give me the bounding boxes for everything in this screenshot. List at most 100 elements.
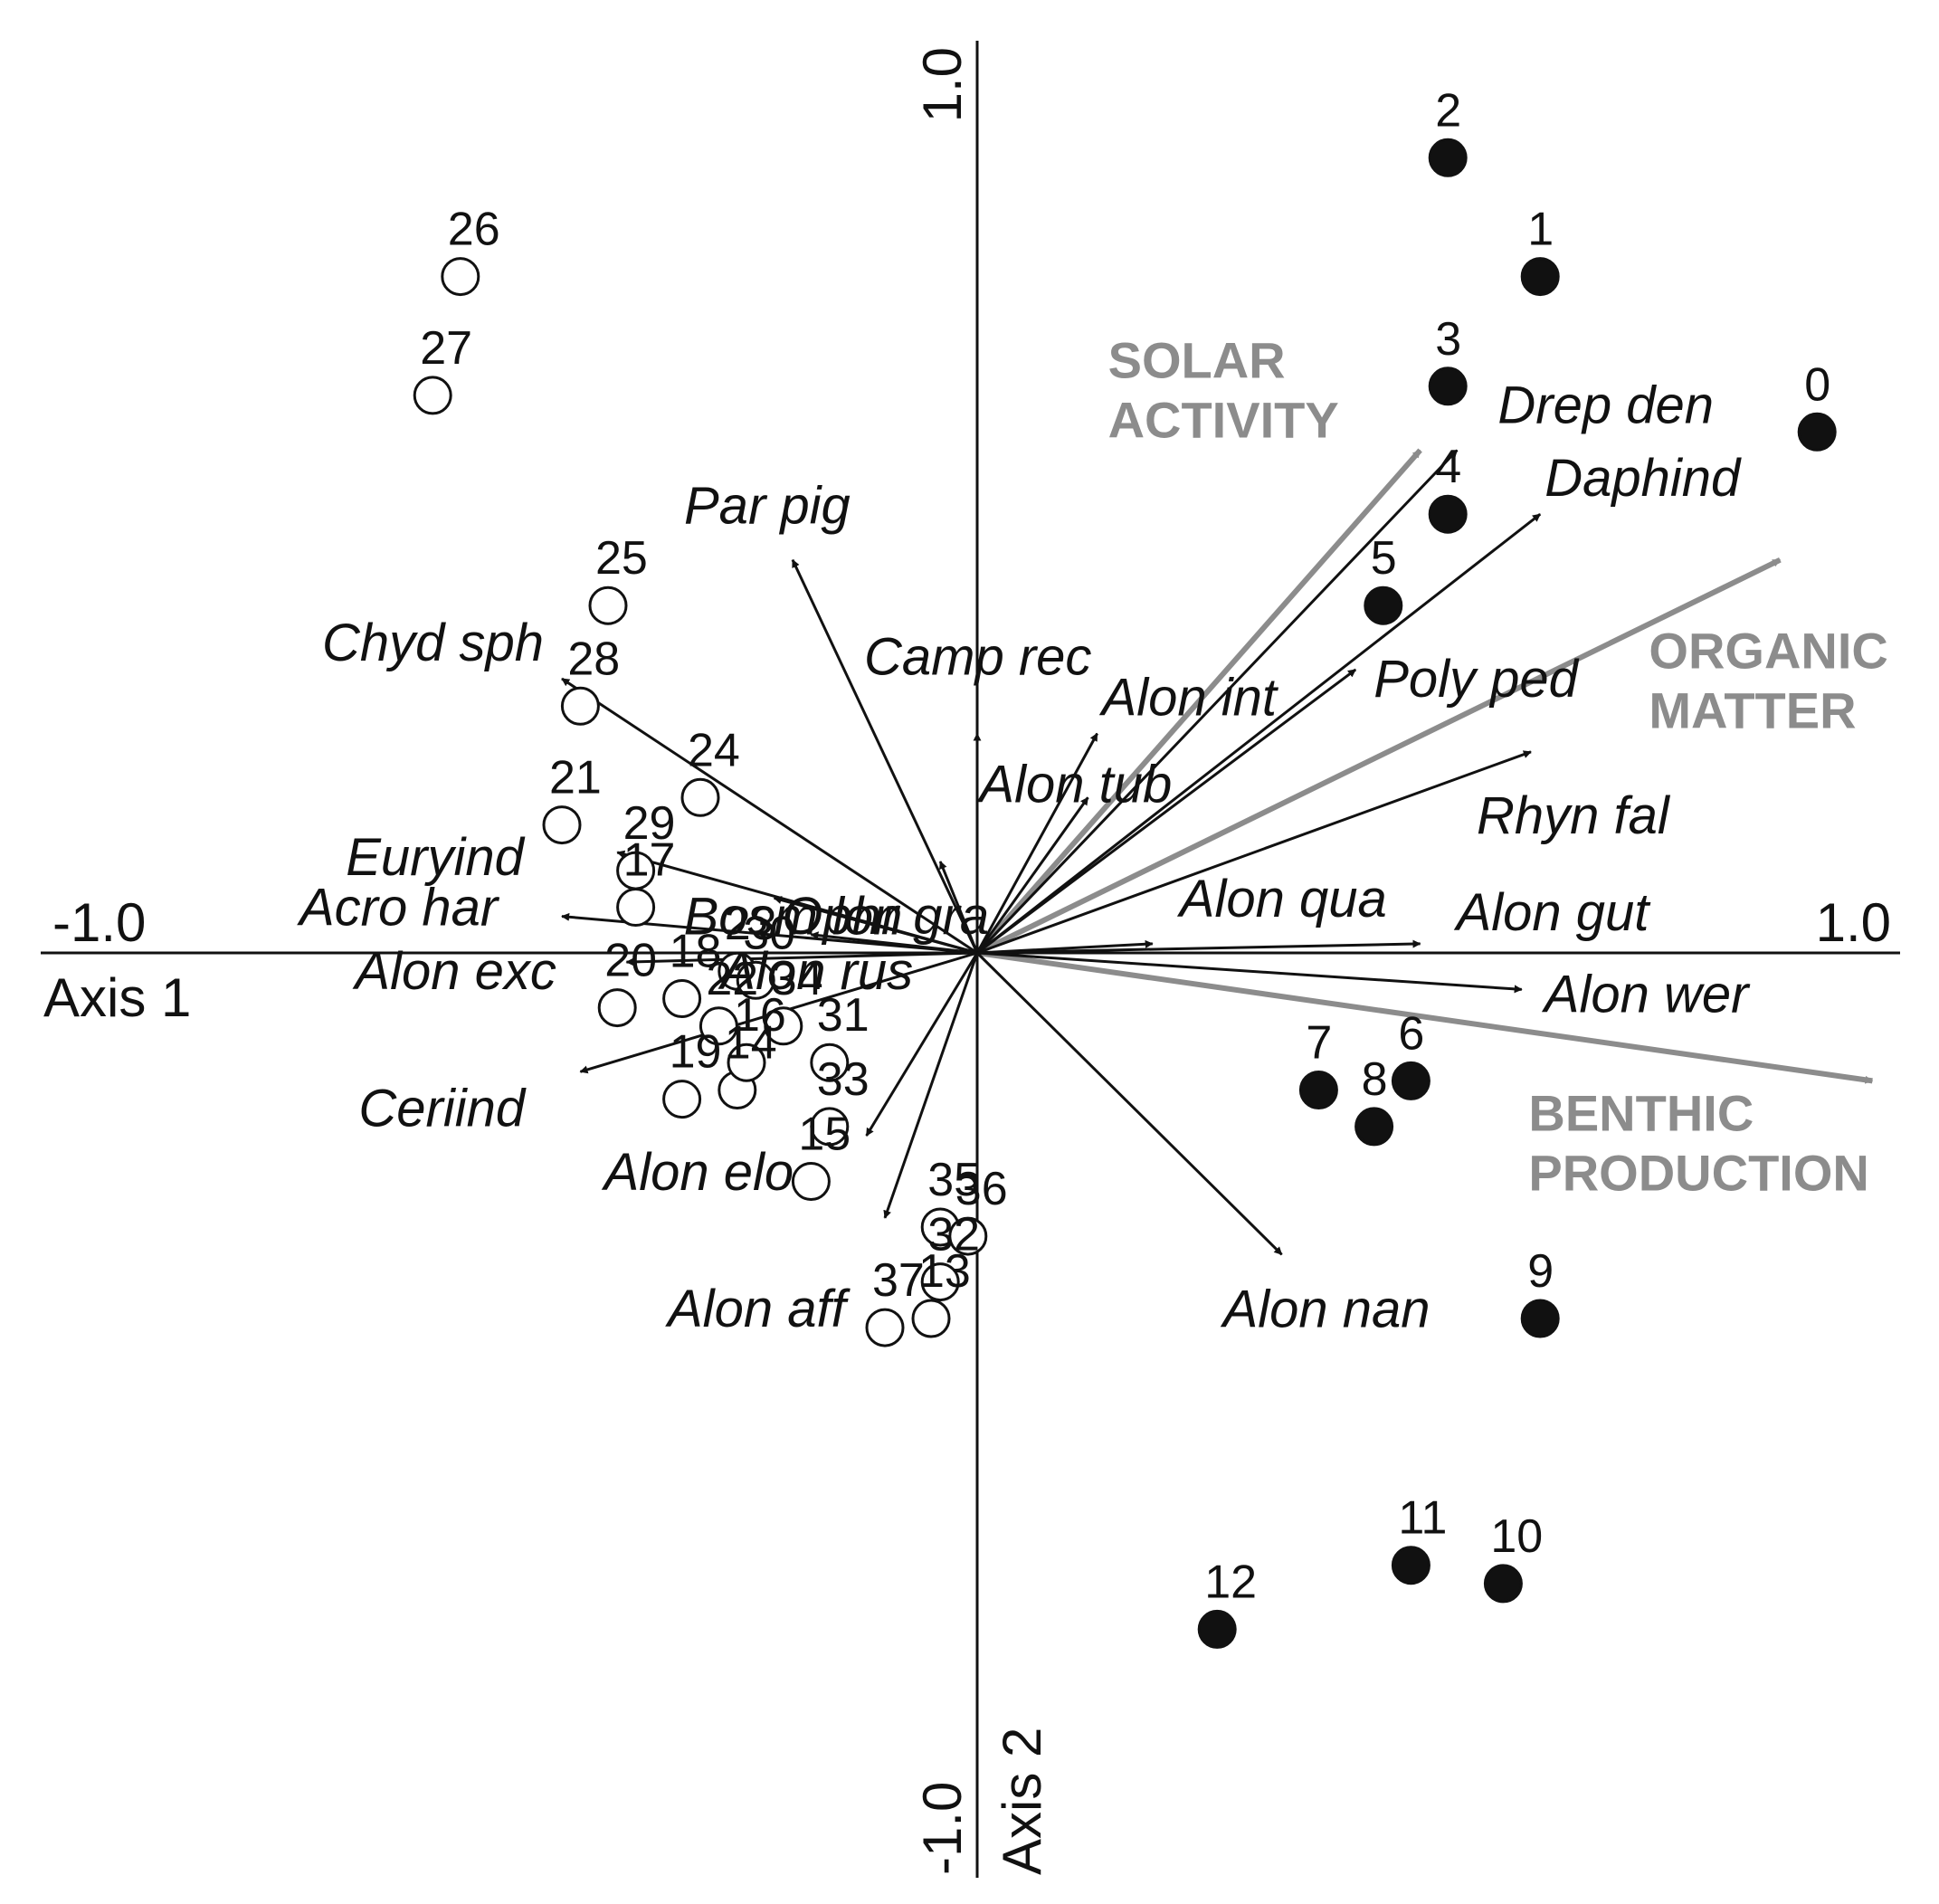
site-open-21 [542,805,582,845]
site-label-4: 4 [1435,441,1461,493]
site-open-36 [948,1216,988,1256]
env-label-line2: PRODUCTION [1528,1144,1868,1201]
species-label-ceriind: Ceriind [358,1079,526,1138]
site-label-26: 26 [448,204,500,256]
site-label-6: 6 [1398,1007,1424,1060]
env-arrow-solar-activity [974,448,1422,955]
site-open-31 [810,1042,850,1082]
site-filled-10 [1483,1564,1523,1604]
env-label-line1: SOLAR [1108,332,1286,389]
site-label-31: 31 [817,989,870,1042]
site-open-27 [413,376,452,415]
species-arrow-alon-rus [810,931,978,955]
species-label-alon-nan: Alon nan [1221,1280,1430,1338]
env-label-line1: ORGANIC [1649,623,1887,680]
site-label-12: 12 [1204,1556,1257,1608]
species-label-drep-den: Drep den [1497,376,1714,435]
site-label-30: 30 [743,907,795,959]
species-arrow-poly-ped [976,668,1357,955]
site-label-21: 21 [549,752,602,804]
env-label-line1: BENTHIC [1528,1084,1754,1141]
species-arrow-alon-wer [976,951,1523,994]
site-label-24: 24 [688,724,740,776]
x-tick-label-max: 1.0 [1816,892,1891,953]
site-label-2: 2 [1435,84,1461,137]
site-label-3: 3 [1435,313,1461,366]
site-label-29: 29 [623,797,676,850]
site-open-17 [616,888,656,927]
site-label-18: 18 [670,926,722,978]
site-open-20 [597,988,637,1028]
site-open-25 [588,585,628,625]
species-label-alon-wer: Alon wer [1542,965,1751,1023]
site-filled-11 [1391,1546,1430,1585]
site-open-29 [616,851,656,890]
site-label-37: 37 [872,1254,925,1307]
species-label-alon-qua: Alon qua [1177,870,1387,928]
site-label-20: 20 [604,935,657,987]
species-arrow-euryind [616,850,978,955]
site-open-32 [920,1262,960,1302]
species-label-alon-exc: Alon exc [352,942,556,1001]
site-open-15 [791,1162,831,1201]
species-arrow-rhyn-fal [976,750,1532,955]
environmental-arrows [974,448,1874,1084]
x-axis-label: Axis 1 [43,967,191,1028]
species-label-alon-aff: Alon aff [665,1280,851,1338]
site-label-32: 32 [927,1209,980,1261]
site-label-27: 27 [420,322,472,375]
species-label-alon-int: Alon int [1099,669,1279,728]
species-arrow-chyd-sph [561,677,978,955]
site-filled-12 [1197,1609,1237,1649]
site-label-15: 15 [798,1109,851,1161]
y-tick-label-min: -1.0 [912,1782,973,1875]
site-label-17: 17 [623,834,676,887]
species-label-par-pig: Par pig [684,477,851,536]
site-label-8: 8 [1362,1053,1388,1106]
site-open-37 [865,1308,905,1347]
species-label-alon-gut: Alon gut [1454,883,1652,942]
env-label-benthic-production: BENTHIC PRODUCTION [1528,1084,1868,1201]
site-points [413,138,1837,1649]
site-open-30 [736,960,775,1000]
species-arrow-alon-tub [975,796,1089,954]
env-label-organic-matter: ORGANIC MATTER [1649,623,1887,739]
site-open-18 [662,979,702,1018]
species-arrow-alon-gut [976,939,1421,955]
site-label-7: 7 [1306,1017,1332,1070]
env-label-line2: MATTER [1649,682,1856,739]
site-label-5: 5 [1371,532,1397,585]
site-filled-0 [1797,412,1837,452]
site-open-28 [560,686,600,726]
species-arrow-daphind [976,513,1542,955]
site-label-25: 25 [595,532,648,585]
species-label-bosm-lon: Bosm lon [684,887,903,946]
species-arrow-alon-aff [883,952,979,1219]
site-open-13 [911,1299,951,1338]
site-open-16 [727,1042,766,1082]
env-arrow-benthic-production [976,950,1874,1084]
species-label-alon-tub: Alon tub [976,755,1172,814]
site-label-0: 0 [1804,358,1830,411]
species-arrow-drep-den [975,449,1459,955]
env-arrow-organic-matter [975,557,1782,956]
site-filled-1 [1520,257,1560,297]
site-label-34: 34 [771,953,823,1005]
env-label-solar-activity: SOLAR ACTIVITY [1108,332,1339,449]
site-open-33 [810,1107,850,1147]
site-label-33: 33 [817,1053,870,1106]
species-label-chyd-sph: Chyd sph [322,614,544,672]
site-label-19: 19 [670,1026,722,1079]
species-label-alon-elo: Alon elo [602,1143,794,1202]
species-arrow-alon-elo [865,952,979,1137]
species-label-acro-har: Acro har [297,879,500,938]
species-label-alon-rus: Alon rus [718,942,913,1001]
site-filled-4 [1428,494,1468,534]
site-label-10: 10 [1490,1510,1543,1563]
site-filled-9 [1520,1299,1560,1338]
site-label-13: 13 [918,1245,971,1298]
site-label-9: 9 [1527,1245,1554,1298]
species-label-rhyn-fal: Rhyn fal [1477,786,1671,845]
site-filled-5 [1364,585,1403,625]
